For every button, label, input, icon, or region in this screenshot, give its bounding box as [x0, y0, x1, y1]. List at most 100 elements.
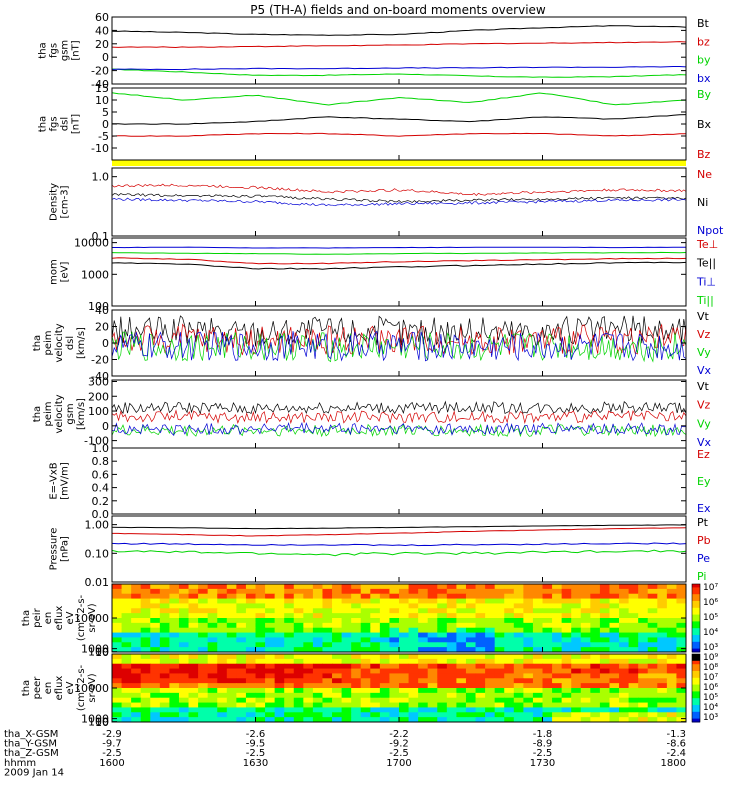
heatmap-cell: [599, 642, 610, 648]
heatmap-cell: [494, 622, 505, 629]
heatmap-cell: [178, 683, 190, 689]
heatmap-cell: [303, 637, 314, 643]
heatmap-cell: [178, 647, 190, 653]
heatmap-cell: [571, 613, 582, 619]
heatmap-cell: [370, 642, 381, 648]
heatmap-cell: [178, 688, 190, 694]
heatmap-cell: [542, 608, 553, 614]
heatmap-cell: [379, 593, 390, 600]
heatmap-cell: [274, 678, 285, 684]
heatmap-cell: [676, 598, 687, 604]
heatmap-cell: [638, 678, 649, 684]
heatmap-cell: [284, 692, 295, 699]
heatmap-cell: [312, 688, 323, 694]
heatmap-cell: [265, 647, 276, 653]
heatmap-cell: [255, 642, 266, 648]
heatmap-cell: [370, 598, 381, 604]
heatmap-cell: [360, 584, 371, 590]
heatmap-cell: [418, 654, 429, 660]
heatmap-cell: [312, 658, 323, 665]
heatmap-cell: [303, 663, 314, 670]
heatmap-cell: [389, 658, 400, 665]
heatmap-cell: [676, 613, 687, 619]
heatmap-cell: [226, 717, 237, 723]
heatmap-cell: [408, 622, 419, 629]
heatmap-cell: [245, 697, 256, 704]
heatmap-cell: [303, 692, 314, 699]
heatmap-cell: [571, 678, 582, 684]
heatmap-cell: [236, 613, 247, 619]
colorbar-frame: [691, 583, 701, 653]
heatmap-cell: [226, 642, 237, 648]
y-tick-label: 0.4: [92, 482, 110, 495]
heatmap-cell: [150, 588, 161, 595]
heatmap-cell: [561, 647, 572, 653]
heatmap-cell: [159, 712, 170, 718]
heatmap-cell: [599, 588, 610, 595]
heatmap-cell: [341, 683, 352, 689]
heatmap-cell: [341, 717, 352, 723]
heatmap-cell: [226, 584, 237, 590]
y-tick-label: 5: [102, 106, 109, 119]
heatmap-cell: [140, 658, 151, 665]
heatmap-cell: [236, 622, 247, 629]
heatmap-cell: [226, 598, 237, 604]
heatmap-cell: [504, 702, 515, 708]
heatmap-cell: [580, 702, 591, 708]
heatmap-cell: [284, 584, 295, 590]
heatmap-cell: [150, 697, 161, 704]
heatmap-cell: [226, 702, 237, 708]
heatmap-cell: [112, 637, 123, 643]
heatmap-cell: [532, 683, 543, 689]
heatmap-cell: [571, 637, 582, 643]
heatmap-cell: [255, 712, 266, 718]
heatmap-cell: [523, 618, 534, 624]
heatmap-cell: [628, 598, 639, 604]
heatmap-cell: [303, 588, 314, 595]
heatmap-cell: [446, 683, 457, 689]
heatmap-cell: [140, 637, 151, 643]
heatmap-cell: [332, 688, 343, 694]
heatmap-cell: [159, 632, 170, 638]
heatmap-cell: [657, 707, 668, 713]
heatmap-cell: [312, 668, 323, 674]
heatmap-cell: [676, 603, 687, 609]
y-tick-label: 0: [102, 420, 109, 433]
heatmap-cell: [599, 683, 610, 689]
footer-row-label: hhmm: [4, 758, 36, 769]
heatmap-cell: [312, 678, 323, 684]
heatmap-cell: [159, 588, 170, 595]
heatmap-cell: [293, 702, 304, 708]
heatmap-cell: [418, 712, 429, 718]
heatmap-cell: [370, 707, 381, 713]
heatmap-cell: [274, 712, 285, 718]
heatmap-cell: [532, 654, 543, 660]
heatmap-cell: [427, 584, 438, 590]
heatmap-cell: [609, 692, 620, 699]
heatmap-cell: [456, 603, 467, 609]
heatmap-cell: [150, 688, 161, 694]
heatmap-cell: [236, 697, 247, 704]
heatmap-cell: [599, 707, 610, 713]
heatmap-cell: [542, 647, 553, 653]
heatmap-cell: [552, 637, 563, 643]
heatmap-cell: [571, 683, 582, 689]
heatmap-cell: [169, 654, 180, 660]
heatmap-cell: [676, 658, 687, 665]
heatmap-cell: [494, 688, 505, 694]
heatmap-cell: [552, 712, 563, 718]
heatmap-cell: [494, 678, 505, 684]
heatmap-cell: [599, 688, 610, 694]
heatmap-cell: [666, 622, 677, 629]
heatmap-cell: [619, 584, 630, 590]
y-axis-label: velocity: [54, 394, 65, 433]
heatmap-cell: [379, 608, 390, 614]
y-axis-label: [nPa]: [60, 536, 71, 562]
heatmap-cell: [590, 613, 601, 619]
heatmap-cell: [657, 588, 668, 595]
heatmap-cell: [341, 678, 352, 684]
heatmap-cell: [485, 654, 496, 660]
heatmap-cell: [638, 608, 649, 614]
heatmap-cell: [198, 683, 209, 689]
heatmap-cell: [341, 608, 352, 614]
